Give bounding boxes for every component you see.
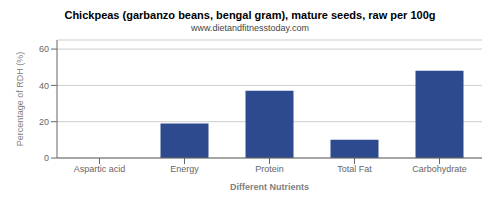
svg-text:Total Fat: Total Fat (337, 164, 372, 174)
svg-text:Different Nutrients: Different Nutrients (230, 182, 309, 192)
svg-text:Carbohydrate: Carbohydrate (412, 164, 467, 174)
svg-text:Percentage of RDH (%): Percentage of RDH (%) (15, 52, 25, 147)
svg-text:20: 20 (39, 117, 49, 127)
svg-text:Energy: Energy (170, 164, 199, 174)
html-text:Chickpeas (garbanzo beans, ben: Chickpeas (garbanzo beans, bengal gram),… (64, 9, 436, 21)
svg-text:Aspartic acid: Aspartic acid (74, 164, 126, 174)
svg-text:60: 60 (39, 44, 49, 54)
html-text:www.dietandfitnesstoday.com: www.dietandfitnesstoday.com (191, 23, 309, 33)
svg-text:Protein: Protein (255, 164, 284, 174)
svg-text:40: 40 (39, 81, 49, 91)
svg-text:0: 0 (44, 153, 49, 163)
